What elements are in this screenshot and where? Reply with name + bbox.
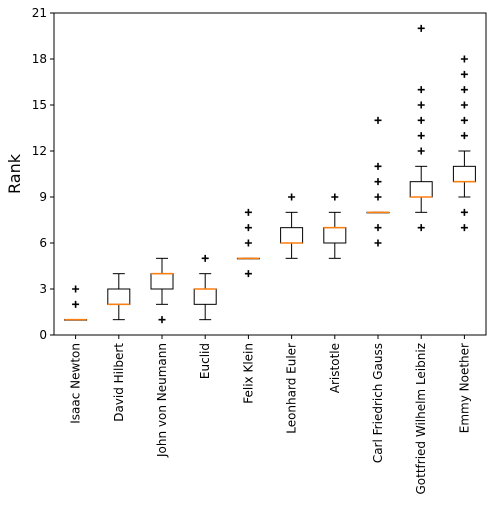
y-tick-label: 0 (39, 328, 47, 342)
y-tick-label: 15 (32, 98, 47, 112)
iqr-box (280, 227, 304, 244)
x-tick-label: Felix Klein (241, 343, 255, 404)
box-group (452, 55, 476, 232)
flier-point (460, 101, 468, 109)
flier-point (374, 224, 382, 232)
flier-point (374, 116, 382, 124)
flier-point (460, 224, 468, 232)
box-group (409, 24, 433, 232)
x-tick-label: Emmy Noether (457, 343, 471, 433)
y-tick-label: 9 (39, 190, 47, 204)
flier-point (72, 300, 80, 308)
iqr-box (409, 181, 433, 198)
flier-point (72, 285, 80, 293)
iqr-box (107, 288, 131, 305)
plot-frame (53, 12, 487, 336)
flier-point (201, 254, 209, 262)
box-group (64, 285, 88, 321)
box-group (107, 273, 131, 321)
flier-point (417, 224, 425, 232)
flier-point (288, 193, 296, 201)
x-tick-label: Isaac Newton (69, 343, 83, 424)
flier-point (460, 208, 468, 216)
box-group (236, 208, 260, 278)
iqr-box (323, 227, 347, 244)
flier-point (460, 132, 468, 140)
flier-point (158, 316, 166, 324)
flier-point (417, 116, 425, 124)
x-tick-label: Aristotle (328, 343, 342, 393)
flier-point (244, 208, 252, 216)
box-group (366, 116, 390, 247)
flier-point (460, 86, 468, 94)
flier-point (374, 178, 382, 186)
flier-point (244, 239, 252, 247)
flier-point (460, 116, 468, 124)
flier-point (417, 147, 425, 155)
flier-point (374, 193, 382, 201)
flier-point (417, 132, 425, 140)
box-group (150, 257, 174, 324)
flier-point (460, 55, 468, 63)
x-tick-label: Leonhard Euler (285, 343, 299, 434)
y-tick-label: 21 (32, 6, 47, 20)
flier-point (374, 239, 382, 247)
box-group (193, 254, 217, 321)
x-axis-ticks: Isaac Newton David Hilbert John von Neuman… (69, 335, 471, 495)
flier-point (417, 86, 425, 94)
y-tick-label: 3 (39, 282, 47, 296)
y-axis-ticks: 0 3 6 9 12 15 18 21 (32, 6, 54, 342)
iqr-box (193, 288, 217, 305)
flier-point (244, 224, 252, 232)
flier-point (417, 101, 425, 109)
box-group (280, 193, 304, 259)
plot-area (64, 24, 476, 324)
y-tick-label: 12 (32, 144, 47, 158)
box-group (323, 193, 347, 259)
x-tick-label: Carl Friedrich Gauss (371, 343, 385, 463)
x-tick-label: Gottfried Wilhelm Leibniz (414, 343, 428, 495)
iqr-box (452, 165, 476, 183)
iqr-box (150, 273, 174, 290)
flier-point (460, 70, 468, 78)
flier-point (417, 24, 425, 32)
y-tick-label: 18 (32, 52, 47, 66)
flier-point (244, 270, 252, 278)
x-tick-label: Euclid (198, 343, 212, 379)
x-tick-label: David Hilbert (112, 343, 126, 422)
flier-point (374, 162, 382, 170)
y-tick-label: 6 (39, 236, 47, 250)
flier-point (331, 193, 339, 201)
x-tick-label: John von Neumann (155, 343, 169, 458)
y-axis-label: Rank (5, 153, 24, 194)
